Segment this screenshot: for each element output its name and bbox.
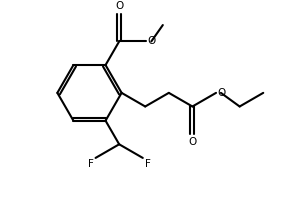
Text: O: O [188, 137, 196, 147]
Text: F: F [145, 159, 151, 169]
Text: O: O [147, 36, 156, 47]
Text: O: O [115, 1, 123, 11]
Text: O: O [217, 88, 225, 98]
Text: F: F [88, 159, 94, 169]
